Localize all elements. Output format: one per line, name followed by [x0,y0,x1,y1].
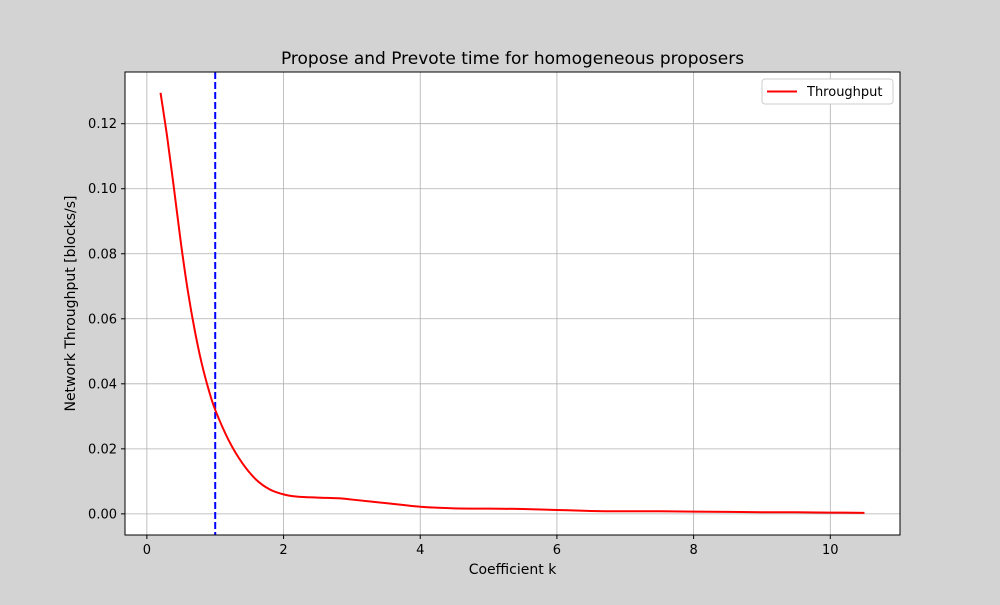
axis-ticks: 0 2 4 6 8 10 0.00 0.02 0.04 0.06 0.08 0.10 0.12 [88,117,839,558]
y-tick-label: 0.02 [88,442,117,457]
x-tick-label: 2 [279,543,287,558]
y-tick-label: 0.06 [88,312,117,327]
x-axis-label: Coefficient k [469,562,558,578]
grid [125,72,900,535]
x-tick-label: 6 [553,543,561,558]
legend-box [761,78,894,105]
y-tick-label: 0.12 [88,117,117,132]
y-tick-label: 0.10 [88,182,117,197]
plot-frame [124,71,901,536]
x-tick-label: 0 [143,543,151,558]
y-axis-label: Network Throughput [blocks/s] [63,195,79,411]
y-tick-label: 0.04 [88,377,117,392]
legend-label: Throughput [806,85,883,100]
y-tick-label: 0.08 [88,247,117,262]
x-tick-label: 8 [689,543,697,558]
series-line-throughput [159,92,865,514]
chart-title: Propose and Prevote time for homogeneous… [281,49,744,69]
y-tick-label: 0.00 [88,507,117,522]
series-lines [159,92,865,514]
legend: Throughput [761,78,894,105]
x-tick-label: 4 [416,543,424,558]
plot-area [125,72,900,535]
x-tick-label: 10 [822,543,839,558]
